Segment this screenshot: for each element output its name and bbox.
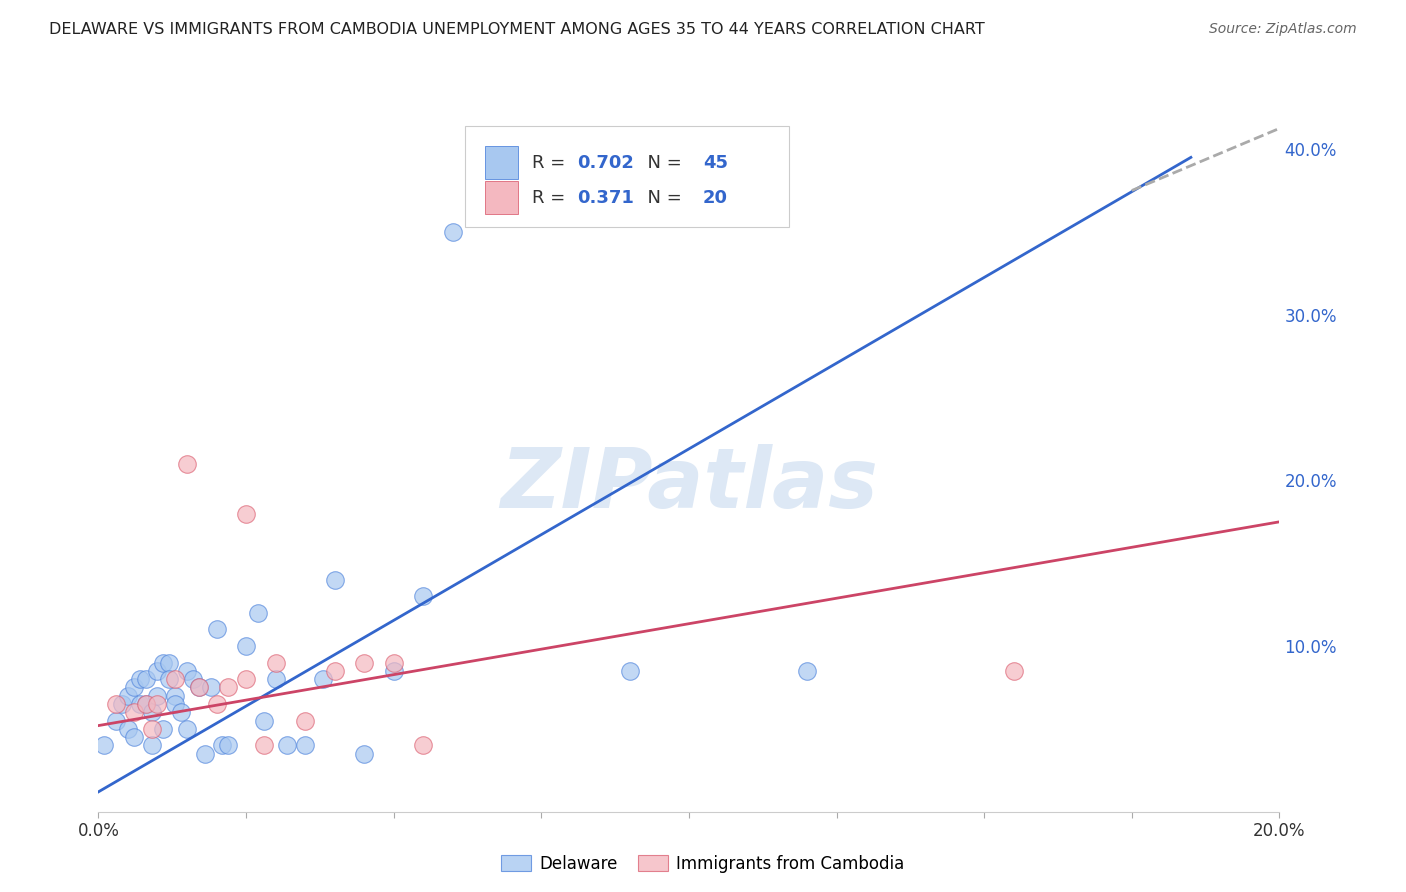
Point: [294, 714, 316, 728]
Point: [128, 697, 150, 711]
Text: N =: N =: [636, 188, 688, 207]
Text: R =: R =: [531, 153, 571, 172]
Point: [353, 656, 375, 670]
Point: [412, 739, 434, 753]
Text: N =: N =: [636, 153, 688, 172]
Point: [122, 681, 145, 695]
Point: [194, 747, 217, 761]
Legend: Delaware, Immigrants from Cambodia: Delaware, Immigrants from Cambodia: [495, 848, 911, 880]
Point: [152, 722, 174, 736]
Point: [135, 697, 157, 711]
Point: [176, 457, 198, 471]
Point: [253, 739, 276, 753]
Point: [117, 689, 139, 703]
Y-axis label: Unemployment Among Ages 35 to 44 years: Unemployment Among Ages 35 to 44 years: [0, 282, 8, 646]
Point: [323, 573, 346, 587]
Point: [146, 664, 169, 678]
FancyBboxPatch shape: [485, 181, 517, 214]
Text: 20: 20: [703, 188, 728, 207]
Point: [170, 706, 193, 720]
Text: 0.702: 0.702: [576, 153, 634, 172]
Point: [141, 706, 163, 720]
Point: [312, 672, 335, 686]
Point: [235, 507, 257, 521]
Text: DELAWARE VS IMMIGRANTS FROM CAMBODIA UNEMPLOYMENT AMONG AGES 35 TO 44 YEARS CORR: DELAWARE VS IMMIGRANTS FROM CAMBODIA UNE…: [49, 22, 986, 37]
Point: [382, 664, 405, 678]
Point: [165, 689, 187, 703]
FancyBboxPatch shape: [485, 146, 517, 179]
Point: [382, 656, 405, 670]
Point: [122, 706, 145, 720]
Point: [323, 664, 346, 678]
Point: [181, 672, 204, 686]
Point: [264, 672, 287, 686]
Point: [294, 739, 316, 753]
Point: [1002, 664, 1025, 678]
Point: [217, 681, 239, 695]
Point: [157, 672, 180, 686]
Point: [235, 672, 257, 686]
Point: [253, 714, 276, 728]
Point: [122, 730, 145, 744]
Point: [135, 697, 157, 711]
Point: [141, 722, 163, 736]
Point: [187, 681, 209, 695]
Point: [176, 722, 198, 736]
Point: [146, 689, 169, 703]
Point: [105, 697, 128, 711]
Text: 45: 45: [703, 153, 728, 172]
Point: [217, 739, 239, 753]
FancyBboxPatch shape: [464, 127, 789, 227]
Point: [276, 739, 298, 753]
Text: R =: R =: [531, 188, 571, 207]
Point: [441, 225, 464, 239]
Point: [205, 623, 228, 637]
Text: Source: ZipAtlas.com: Source: ZipAtlas.com: [1209, 22, 1357, 37]
Point: [200, 681, 222, 695]
Point: [93, 739, 115, 753]
Point: [165, 672, 187, 686]
Point: [141, 739, 163, 753]
Text: ZIPatlas: ZIPatlas: [501, 444, 877, 525]
Point: [619, 664, 641, 678]
Point: [117, 722, 139, 736]
Point: [205, 697, 228, 711]
Point: [246, 606, 269, 620]
Point: [412, 590, 434, 604]
Point: [128, 672, 150, 686]
Point: [211, 739, 233, 753]
Point: [152, 656, 174, 670]
Point: [146, 697, 169, 711]
Point: [235, 639, 257, 653]
Point: [264, 656, 287, 670]
Point: [165, 697, 187, 711]
Point: [353, 747, 375, 761]
Point: [111, 697, 134, 711]
Point: [135, 672, 157, 686]
Point: [157, 656, 180, 670]
Point: [796, 664, 818, 678]
Text: 0.371: 0.371: [576, 188, 634, 207]
Point: [105, 714, 128, 728]
Point: [176, 664, 198, 678]
Point: [187, 681, 209, 695]
